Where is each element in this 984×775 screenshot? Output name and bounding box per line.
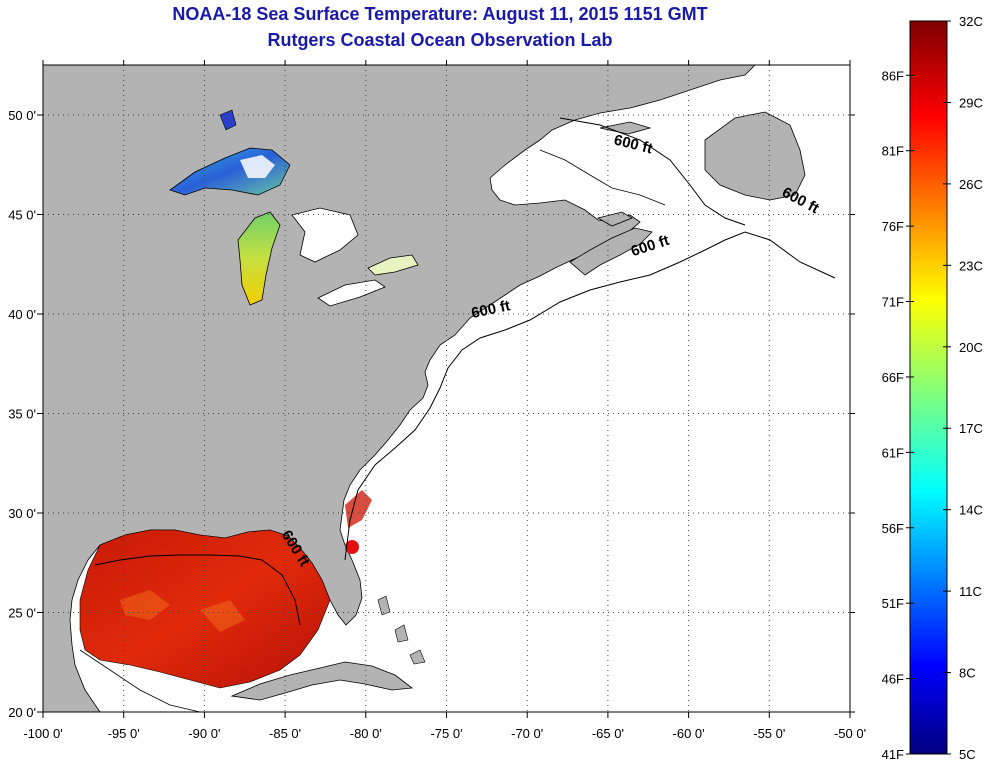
isobath-600ft <box>344 231 836 561</box>
colorbar-f-label: 86F <box>882 68 904 83</box>
lake-erie <box>317 279 386 307</box>
lake-ontario <box>367 254 419 276</box>
colorbar-c-label: 20C <box>959 340 983 355</box>
colorbar-f-label: 66F <box>882 370 904 385</box>
lake-huron <box>291 207 359 263</box>
colorbar-c-label: 23C <box>959 258 983 273</box>
isobath-600ft-labrador <box>559 117 746 226</box>
colorbar-ticks: 32C 29C 26C 23C 20C 17C 14C 11C 8C 5C 86F 81F 76F 71F… <box>882 14 983 762</box>
colorbar-f-label: 46F <box>882 672 904 687</box>
lat-tick-label: 20 0' <box>8 705 36 720</box>
longitude-axis: -100 0' -95 0' -90 0' -85 0' -80 0' -75 0' -70… <box>23 60 866 741</box>
cuba-land <box>230 661 414 701</box>
map-subtitle: Rutgers Coastal Ocean Observation Lab <box>267 30 613 50</box>
lon-tick-label: -85 0' <box>269 726 301 741</box>
lon-tick-label: -50 0' <box>834 726 866 741</box>
lon-tick-label: -90 0' <box>188 726 220 741</box>
colorbar-f-label: 41F <box>882 747 904 762</box>
colorbar-c-label: 5C <box>959 747 976 762</box>
lat-tick-label: 25 0' <box>8 606 36 621</box>
lon-tick-label: -65 0' <box>592 726 624 741</box>
colorbar-c-label: 32C <box>959 14 983 29</box>
isobath-600ft-stlawrence <box>539 149 666 206</box>
colorbar-f-label: 81F <box>882 144 904 159</box>
atlantic-coastal-sst <box>345 490 372 528</box>
lon-tick-label: -80 0' <box>350 726 382 741</box>
lat-tick-label: 30 0' <box>8 506 36 521</box>
isobath-600ft-gulf <box>94 554 301 626</box>
colorbar-f-label: 71F <box>882 295 904 310</box>
lat-tick-label: 50 0' <box>8 108 36 123</box>
isobath-600ft-gulf-south <box>79 649 201 712</box>
colorbar-c-label: 26C <box>959 177 983 192</box>
map-title: NOAA-18 Sea Surface Temperature: August … <box>172 4 708 24</box>
colorbar-c-label: 17C <box>959 421 983 436</box>
colorbar-c-label: 29C <box>959 95 983 110</box>
lon-tick-label: -60 0' <box>673 726 705 741</box>
colorbar-f-label: 56F <box>882 521 904 536</box>
colorbar-f-label: 76F <box>882 219 904 234</box>
lon-tick-label: -95 0' <box>108 726 140 741</box>
colorbar-c-label: 14C <box>959 503 983 518</box>
lon-tick-label: -100 0' <box>23 726 62 741</box>
colorbar-c-label: 8C <box>959 666 976 681</box>
colorbar-c-label: 11C <box>959 584 982 599</box>
florida-hot-spot <box>345 540 359 554</box>
colorbar-f-label: 61F <box>882 445 904 460</box>
lake-michigan <box>237 211 281 306</box>
lake-superior-cold-core <box>240 155 275 178</box>
lat-tick-label: 40 0' <box>8 307 36 322</box>
nova-scotia-land <box>569 227 653 276</box>
gulf-warm-spots <box>120 590 245 632</box>
lon-tick-label: -70 0' <box>511 726 543 741</box>
colorbar-f-label: 51F <box>882 596 904 611</box>
bahamas-land <box>377 595 426 665</box>
newfoundland-land <box>704 111 806 201</box>
lon-tick-label: -75 0' <box>430 726 462 741</box>
lat-tick-label: 45 0' <box>8 208 36 223</box>
lat-tick-label: 35 0' <box>8 407 36 422</box>
colorbar <box>909 20 948 755</box>
lon-tick-label: -55 0' <box>753 726 785 741</box>
latitude-axis: 50 0' 45 0' 40 0' 35 0' 30 0' 25 0' 20 0' <box>8 108 855 720</box>
